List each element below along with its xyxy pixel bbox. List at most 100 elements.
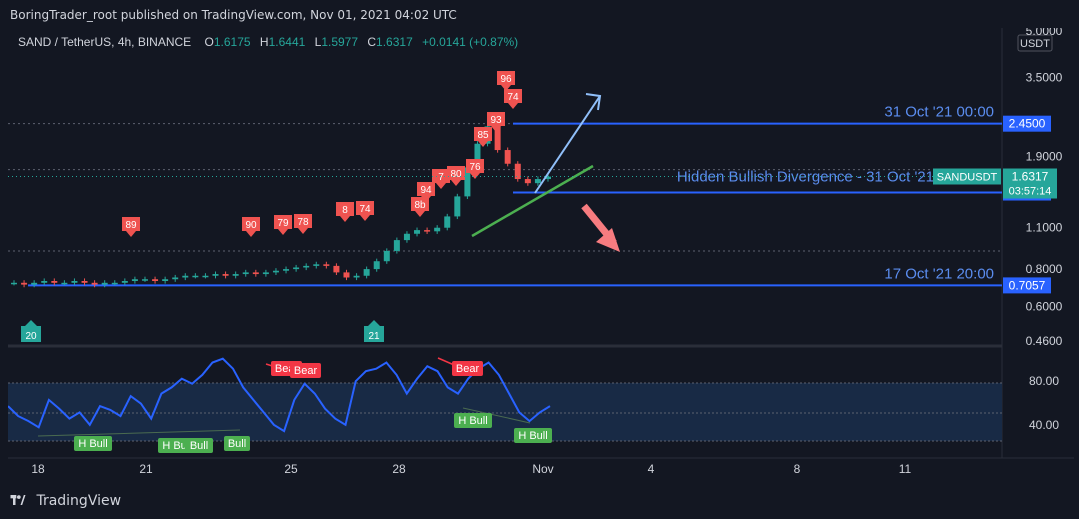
candle-body-24 <box>252 272 259 275</box>
level-label-0: 31 Oct '21 00:00 <box>884 104 994 121</box>
tradingview-logo-icon <box>10 495 26 505</box>
rsi-bear-tag-2 <box>452 361 483 376</box>
candle-body-52 <box>534 179 541 184</box>
candle-body-35 <box>363 269 370 276</box>
candle-body-38 <box>393 240 400 251</box>
price-tick-6: 0.4600 <box>1026 334 1063 348</box>
candle-body-1 <box>21 282 28 285</box>
level-label-1: Hidden Bullish Divergence - 31 Oct '21 <box>677 169 934 186</box>
candle-body-12 <box>131 279 138 281</box>
candle-body-32 <box>333 265 340 273</box>
rsi-bull-label-0: H Bull <box>78 438 107 450</box>
candle-body-17 <box>182 275 189 278</box>
bear-marker-label-12: 93 <box>490 115 502 126</box>
price-tag-2 <box>1003 277 1051 294</box>
candle-body-25 <box>262 272 269 275</box>
price-tag-label-0: 2.4500 <box>1009 117 1046 131</box>
last-price-label: 1.6317 <box>1012 169 1049 183</box>
legend-change: +0.0141 (+0.87%) <box>422 35 518 49</box>
time-tick-1: 21 <box>139 462 153 476</box>
price-tag-0 <box>1003 115 1051 132</box>
rsi-axis[interactable]: 80.00 40.00 <box>1029 374 1059 432</box>
bear-marker-4 <box>336 202 354 222</box>
currency-badge[interactable] <box>1017 34 1053 52</box>
dotted-levels <box>8 123 1002 252</box>
rsi-bull-label-1: H Bull <box>162 440 191 452</box>
rsi-line <box>7 357 551 433</box>
rsi-bull-tag-4 <box>454 413 492 428</box>
legend-high: 1.6441 <box>269 35 306 49</box>
candle-body-46 <box>474 143 481 168</box>
rsi-bull-label-2: Bull <box>190 440 208 452</box>
bear-marker-2 <box>274 215 292 235</box>
legend-low: 1.5977 <box>321 35 358 49</box>
publisher-line: BoringTrader_root published on TradingVi… <box>0 0 1079 30</box>
bear-marker-label-1: 90 <box>245 220 257 231</box>
legend-high-label: H <box>260 35 269 49</box>
chart-svg[interactable]: SAND / TetherUS, 4h, BINANCE O1.6175 H1.… <box>7 24 1074 485</box>
time-tick-7: 11 <box>899 462 912 476</box>
candle-body-28 <box>293 267 300 270</box>
horizontal-levels[interactable]: 31 Oct '21 00:00 Hidden Bullish Divergenc… <box>28 104 1002 287</box>
bear-marker-label-6: 8b <box>414 200 426 211</box>
candle-body-33 <box>343 272 350 278</box>
price-tick-1: 3.5000 <box>1026 70 1063 84</box>
rsi-bull-label-3: Bull <box>228 438 246 450</box>
rsi-bull-label-4: H Bull <box>458 415 487 427</box>
bear-marker-14 <box>504 89 522 109</box>
bear-marker-label-11: 85 <box>477 130 489 141</box>
bull-marker-label-1: 21 <box>368 331 380 342</box>
bear-marker-13 <box>497 71 515 91</box>
trend-line[interactable] <box>471 164 594 238</box>
chart-frame[interactable]: SAND / TetherUS, 4h, BINANCE O1.6175 H1.… <box>7 24 1074 485</box>
legend-low-label: L <box>315 35 322 49</box>
bear-marker-label-3: 78 <box>297 217 309 228</box>
bear-marker-11 <box>474 127 492 147</box>
candle-body-53 <box>545 176 551 180</box>
symbol-tag-label: SANDUSDT <box>937 171 998 183</box>
rsi-bear-label-1: Bear <box>294 365 318 377</box>
arrow-up-head <box>585 93 602 111</box>
bear-marker-label-4: 8 <box>342 205 348 216</box>
price-tag-label-2: 0.7057 <box>1009 278 1046 292</box>
rsi-tick-0: 80.00 <box>1029 374 1059 388</box>
candle-body-30 <box>313 264 320 266</box>
candle-body-2 <box>31 282 38 285</box>
candle-body-37 <box>383 250 390 262</box>
candle-body-19 <box>202 275 209 278</box>
candle-body-20 <box>212 274 219 276</box>
rsi-bull-tag-0 <box>74 436 112 451</box>
legend-close: 1.6317 <box>376 35 413 49</box>
bear-marker-label-5: 74 <box>359 204 371 215</box>
candle-body-8 <box>91 282 98 285</box>
currency-label: USDT <box>1020 38 1050 50</box>
bear-marker-label-0: 89 <box>125 220 137 231</box>
candle-body-10 <box>111 282 118 285</box>
candle-body-0 <box>11 282 17 285</box>
price-axis[interactable]: 5.0000 3.5000 1.9000 1.1000 0.8000 0.6000 0.46… <box>1026 24 1063 348</box>
bear-marker-3 <box>294 214 312 234</box>
rsi-bull-tag-2 <box>185 438 213 453</box>
time-axis[interactable]: 18 21 25 28 Nov 4 8 11 <box>31 462 911 476</box>
legend-open: 1.6175 <box>214 35 251 49</box>
time-tick-2: 25 <box>284 462 298 476</box>
footer-brand[interactable]: TradingView <box>10 489 121 513</box>
candle-body-50 <box>514 163 521 180</box>
legend-line: SAND / TetherUS, 4h, BINANCE O1.6175 H1.… <box>18 35 518 49</box>
legend-open-label: O <box>205 35 214 49</box>
candle-body-15 <box>162 279 169 281</box>
candle-body-22 <box>232 274 239 276</box>
candle-body-29 <box>303 265 310 268</box>
bear-marker-label-14: 74 <box>507 92 519 103</box>
arrow-up-line[interactable] <box>534 95 601 194</box>
bear-marker-label-10: 76 <box>469 162 481 173</box>
bear-marker-8 <box>432 169 450 189</box>
candle-body-14 <box>152 279 159 281</box>
candle-body-9 <box>101 282 108 285</box>
bear-marker-0 <box>122 217 140 237</box>
time-tick-6: 8 <box>794 462 801 476</box>
rsi-tick-1: 40.00 <box>1029 418 1059 432</box>
